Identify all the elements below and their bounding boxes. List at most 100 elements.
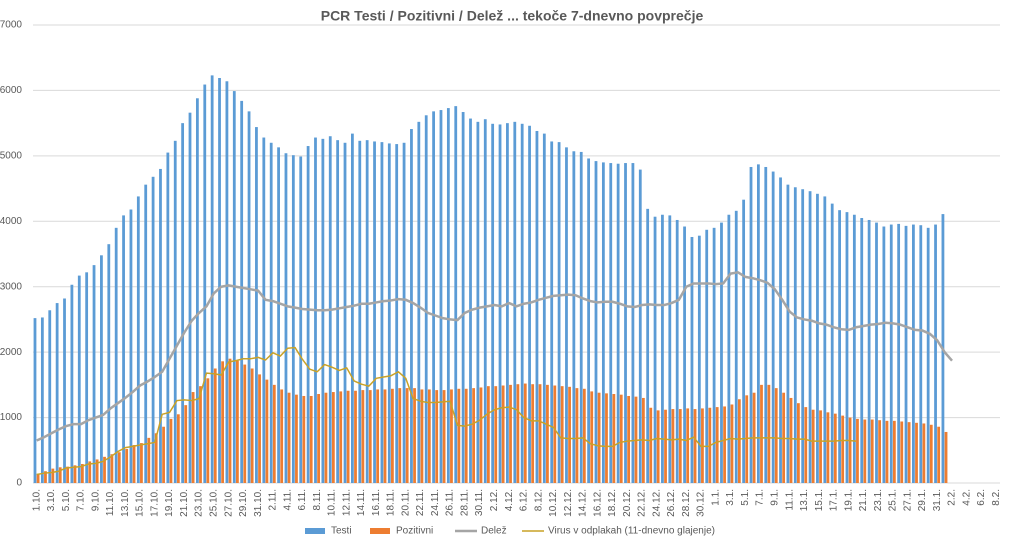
- bar: [572, 151, 576, 483]
- bar: [427, 389, 431, 483]
- bar: [885, 420, 889, 483]
- bar: [929, 424, 933, 483]
- bar: [848, 417, 852, 483]
- bar: [354, 390, 357, 483]
- bar: [624, 163, 627, 483]
- bar: [579, 151, 583, 483]
- x-tick-label: 24.12.: [651, 489, 662, 517]
- bar: [808, 191, 812, 483]
- bar: [272, 384, 276, 483]
- bar: [446, 108, 450, 483]
- bar: [568, 386, 571, 483]
- y-tick-label: 7000: [0, 20, 22, 31]
- bar: [664, 409, 667, 483]
- bar: [705, 229, 709, 483]
- bar: [110, 454, 114, 483]
- bar: [656, 410, 660, 483]
- bar: [749, 166, 753, 484]
- bar: [811, 409, 815, 483]
- bar: [472, 388, 476, 483]
- bar: [494, 386, 498, 483]
- x-tick-label: 31.1.: [932, 489, 943, 511]
- bar: [210, 75, 214, 483]
- x-tick-label: 20.11.: [400, 489, 411, 516]
- bar: [402, 142, 406, 483]
- bar: [221, 361, 225, 483]
- bar: [528, 125, 531, 483]
- x-tick-label: 28.12.: [681, 489, 692, 517]
- bar: [597, 392, 601, 483]
- bar: [169, 418, 173, 483]
- x-tick-label: 7.10.: [76, 489, 87, 511]
- bar: [122, 215, 125, 483]
- bar: [117, 452, 121, 483]
- bar: [417, 121, 421, 483]
- bar: [712, 227, 716, 483]
- bar: [373, 141, 376, 483]
- bar: [265, 379, 269, 483]
- bar: [243, 364, 247, 483]
- x-tick-label: 30.11.: [474, 489, 485, 516]
- bar: [737, 399, 741, 483]
- bar: [594, 161, 598, 483]
- bar: [199, 386, 202, 483]
- bar: [678, 409, 682, 483]
- bar: [132, 445, 136, 483]
- bar: [922, 423, 926, 483]
- x-tick-label: 20.12.: [622, 489, 633, 517]
- x-tick-label: 2.2.: [947, 489, 958, 506]
- bar: [58, 467, 62, 483]
- bar: [690, 236, 694, 483]
- bar: [513, 121, 517, 483]
- bar: [560, 386, 564, 483]
- bar: [66, 466, 70, 483]
- bar: [830, 203, 834, 483]
- x-tick-label: 2.12.: [489, 489, 500, 511]
- bar: [619, 394, 623, 483]
- x-tick-label: 4.11.: [282, 489, 293, 511]
- bar: [48, 310, 52, 483]
- bar: [882, 226, 886, 483]
- bar: [915, 422, 918, 483]
- bar: [154, 433, 158, 483]
- x-tick-label: 25.1.: [888, 489, 899, 511]
- x-tick-label: 9.10.: [90, 489, 101, 511]
- bar: [789, 397, 793, 483]
- bar: [176, 414, 180, 483]
- x-tick-label: 15.10.: [135, 489, 146, 517]
- bar: [720, 222, 723, 483]
- bar: [693, 409, 697, 483]
- x-tick-label: 5.1.: [740, 489, 751, 506]
- legend-label: Virus v odplakah (11-dnevno glajenje): [548, 526, 715, 537]
- bar: [646, 208, 650, 483]
- x-tick-label: 5.10.: [61, 489, 72, 511]
- x-tick-label: 27.1.: [902, 489, 913, 511]
- bar: [565, 147, 568, 483]
- legend-label: Pozitivni: [396, 526, 433, 537]
- x-tick-label: 21.1.: [858, 489, 869, 511]
- y-tick-label: 3000: [0, 281, 22, 292]
- x-tick-label: 30.12.: [696, 489, 707, 517]
- bar: [464, 388, 468, 483]
- bar: [450, 389, 453, 483]
- legend-swatch: [370, 528, 390, 534]
- bar: [944, 431, 948, 483]
- bar: [823, 196, 827, 483]
- bar: [250, 368, 254, 483]
- legend-label: Testi: [331, 526, 352, 537]
- bar: [435, 390, 439, 483]
- bar: [845, 212, 849, 483]
- bar: [804, 407, 808, 483]
- bar: [801, 189, 805, 483]
- bar: [461, 112, 465, 484]
- bar: [380, 142, 384, 484]
- bar: [395, 144, 399, 483]
- bar: [339, 391, 343, 483]
- bar: [63, 298, 66, 483]
- bar: [756, 164, 760, 483]
- x-tick-label: 6.2.: [976, 489, 987, 506]
- x-tick-label: 26.12.: [666, 489, 677, 517]
- x-tick-label: 24.11.: [430, 489, 441, 516]
- bar: [70, 284, 74, 483]
